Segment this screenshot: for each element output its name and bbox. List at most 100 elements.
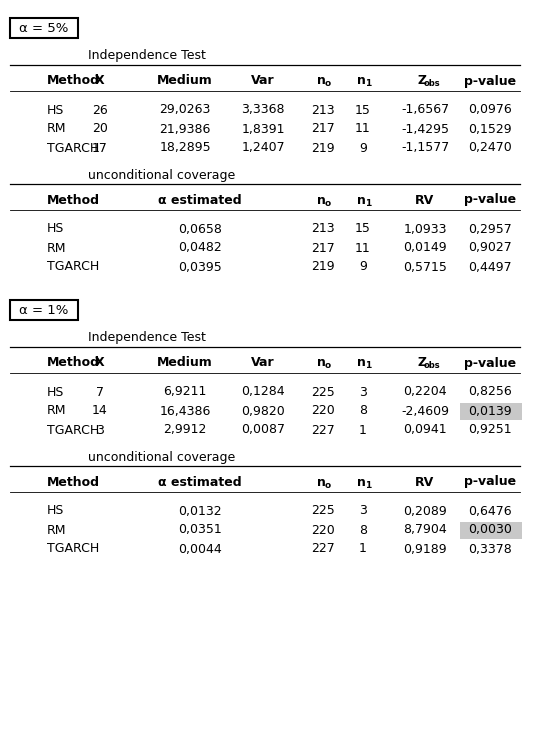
- Text: 3,3368: 3,3368: [241, 104, 285, 116]
- Text: 17: 17: [92, 141, 108, 155]
- Text: 1,8391: 1,8391: [241, 122, 285, 135]
- Text: 0,3378: 0,3378: [468, 542, 512, 556]
- Text: 0,2470: 0,2470: [468, 141, 512, 155]
- Text: TGARCH: TGARCH: [47, 261, 99, 274]
- Text: 1: 1: [365, 199, 371, 208]
- Text: 0,8256: 0,8256: [468, 386, 512, 398]
- Text: 8,7904: 8,7904: [403, 523, 447, 537]
- Text: 0,0482: 0,0482: [178, 241, 222, 255]
- Text: unconditional coverage: unconditional coverage: [88, 169, 235, 182]
- Text: 26: 26: [92, 104, 108, 116]
- Text: -1,4295: -1,4295: [401, 122, 449, 135]
- Text: 1: 1: [365, 361, 371, 370]
- Text: 3: 3: [359, 386, 367, 398]
- Text: p-value: p-value: [464, 74, 516, 88]
- Text: Method: Method: [47, 356, 100, 369]
- Text: Independence Test: Independence Test: [88, 331, 206, 344]
- Text: α estimated: α estimated: [158, 194, 242, 207]
- Text: 0,1529: 0,1529: [468, 122, 512, 135]
- Text: Z: Z: [417, 356, 426, 369]
- Text: 0,0044: 0,0044: [178, 542, 222, 556]
- Text: 0,6476: 0,6476: [468, 504, 512, 517]
- Text: 220: 220: [311, 405, 335, 417]
- Text: 0,1284: 0,1284: [241, 386, 285, 398]
- Text: 219: 219: [311, 261, 335, 274]
- FancyBboxPatch shape: [10, 18, 78, 38]
- Text: 1,2407: 1,2407: [241, 141, 285, 155]
- Text: 0,2957: 0,2957: [468, 222, 512, 236]
- Text: 217: 217: [311, 241, 335, 255]
- Text: HS: HS: [47, 504, 64, 517]
- Text: TGARCH: TGARCH: [47, 141, 99, 155]
- Text: RV: RV: [415, 194, 434, 207]
- Text: n: n: [357, 475, 366, 489]
- Text: 217: 217: [311, 122, 335, 135]
- Text: RM: RM: [47, 523, 67, 537]
- Text: 1: 1: [359, 542, 367, 556]
- Text: α estimated: α estimated: [158, 475, 242, 489]
- Text: p-value: p-value: [464, 475, 516, 489]
- Text: n: n: [357, 194, 366, 207]
- Text: 1,0933: 1,0933: [403, 222, 447, 236]
- Text: 0,0132: 0,0132: [178, 504, 222, 517]
- Text: 20: 20: [92, 122, 108, 135]
- Text: o: o: [325, 199, 331, 208]
- Text: 0,0976: 0,0976: [468, 104, 512, 116]
- Text: 0,0087: 0,0087: [241, 423, 285, 436]
- Text: 3: 3: [359, 504, 367, 517]
- Text: 0,9251: 0,9251: [468, 423, 512, 436]
- Text: 0,0658: 0,0658: [178, 222, 222, 236]
- Text: obs: obs: [424, 361, 440, 370]
- Text: Var: Var: [251, 356, 275, 369]
- Text: Method: Method: [47, 475, 100, 489]
- Text: TGARCH: TGARCH: [47, 542, 99, 556]
- Text: RV: RV: [415, 475, 434, 489]
- Text: RM: RM: [47, 241, 67, 255]
- Text: 8: 8: [359, 405, 367, 417]
- Text: 11: 11: [355, 122, 371, 135]
- Text: 0,0139: 0,0139: [468, 405, 512, 417]
- Text: 15: 15: [355, 104, 371, 116]
- Text: -1,1577: -1,1577: [401, 141, 449, 155]
- Text: unconditional coverage: unconditional coverage: [88, 450, 235, 464]
- FancyBboxPatch shape: [10, 300, 78, 320]
- Text: o: o: [325, 79, 331, 88]
- Text: 0,9189: 0,9189: [403, 542, 447, 556]
- Text: Method: Method: [47, 194, 100, 207]
- Text: 1: 1: [359, 423, 367, 436]
- Text: -2,4609: -2,4609: [401, 405, 449, 417]
- Text: 6,9211: 6,9211: [163, 386, 207, 398]
- Text: 225: 225: [311, 386, 335, 398]
- Text: 2,9912: 2,9912: [163, 423, 207, 436]
- Text: TGARCH: TGARCH: [47, 423, 99, 436]
- Text: Var: Var: [251, 74, 275, 88]
- Text: RM: RM: [47, 122, 67, 135]
- Text: 7: 7: [96, 386, 104, 398]
- Bar: [460, 403, 522, 420]
- Text: 14: 14: [92, 405, 108, 417]
- Text: 0,2204: 0,2204: [403, 386, 447, 398]
- Text: 16,4386: 16,4386: [159, 405, 211, 417]
- Text: 11: 11: [355, 241, 371, 255]
- Text: X: X: [95, 74, 105, 88]
- Text: 220: 220: [311, 523, 335, 537]
- Text: 29,0263: 29,0263: [159, 104, 211, 116]
- Text: Z: Z: [417, 74, 426, 88]
- Text: -1,6567: -1,6567: [401, 104, 449, 116]
- Text: 0,4497: 0,4497: [468, 261, 512, 274]
- Text: 0,2089: 0,2089: [403, 504, 447, 517]
- Text: 1: 1: [365, 79, 371, 88]
- Bar: [460, 522, 522, 539]
- Text: n: n: [317, 475, 326, 489]
- Text: Method: Method: [47, 74, 100, 88]
- Text: Independence Test: Independence Test: [88, 49, 206, 63]
- Text: α = 5%: α = 5%: [19, 21, 69, 35]
- Text: 225: 225: [311, 504, 335, 517]
- Text: o: o: [325, 361, 331, 370]
- Text: n: n: [317, 194, 326, 207]
- Text: Medium: Medium: [157, 74, 213, 88]
- Text: 213: 213: [311, 222, 335, 236]
- Text: RM: RM: [47, 405, 67, 417]
- Text: n: n: [317, 74, 326, 88]
- Text: n: n: [357, 356, 366, 369]
